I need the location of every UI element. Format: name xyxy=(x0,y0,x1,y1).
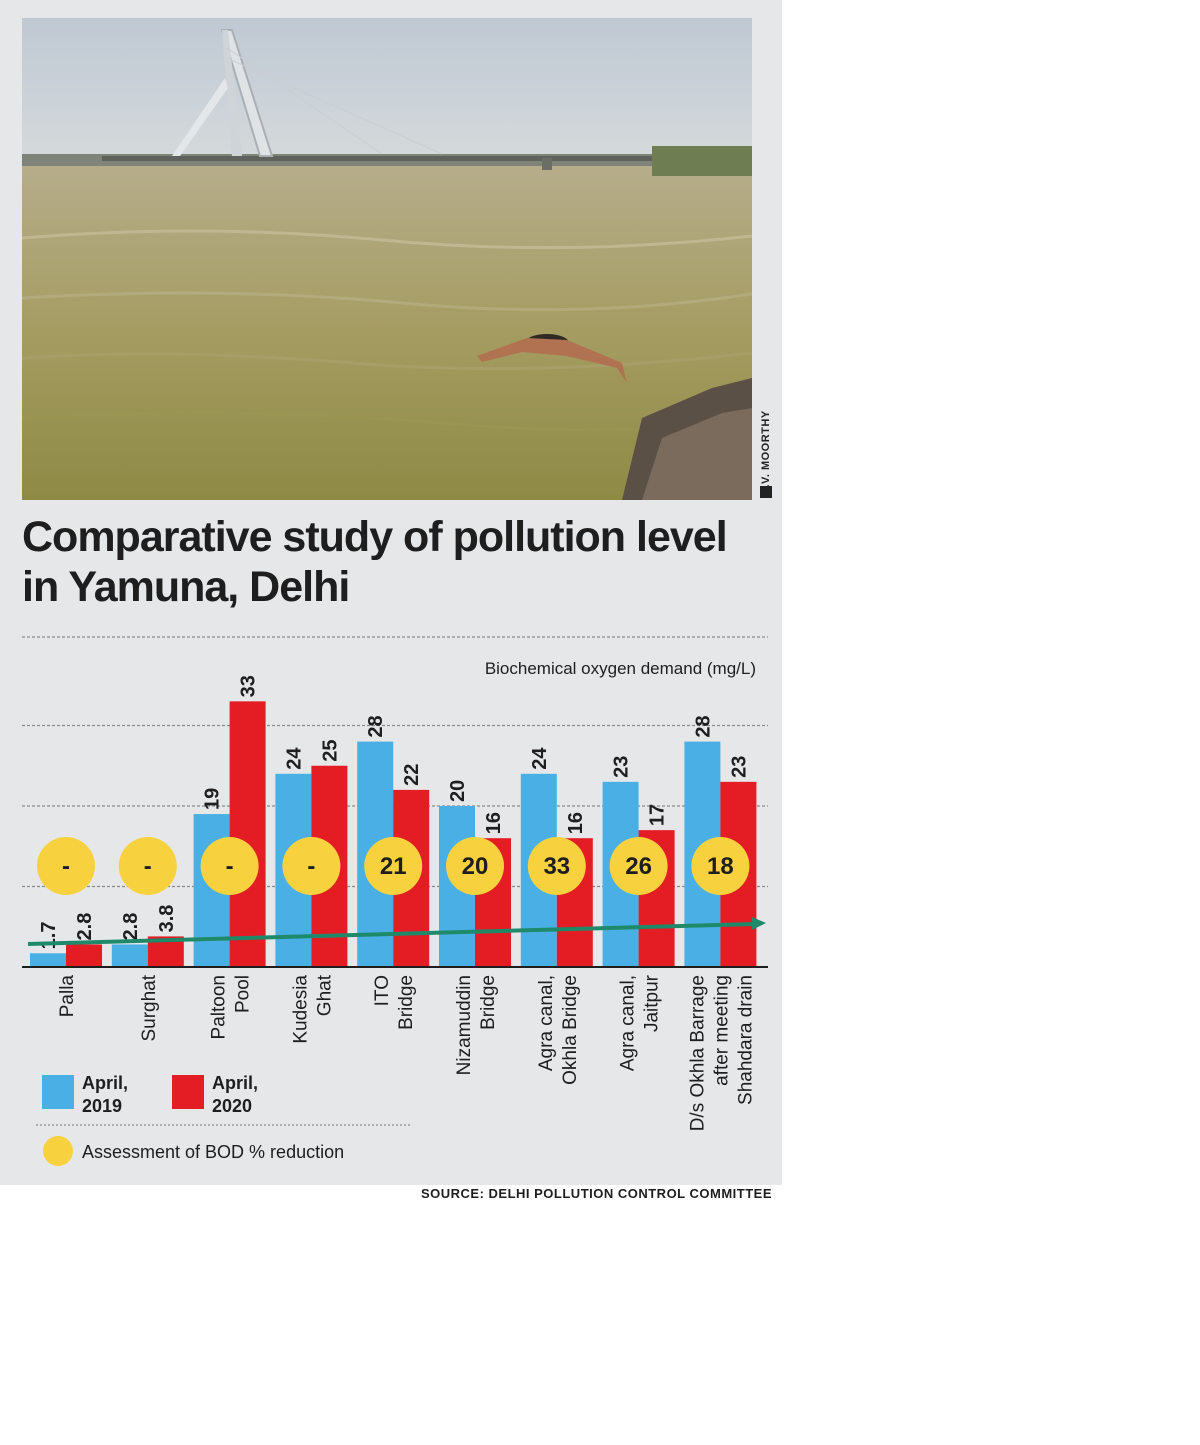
x-axis-labels: Palla Surghat Paltoon Pool Kudesia Ghat ITO Bri… xyxy=(57,974,756,1131)
assessment-bubble xyxy=(364,837,423,895)
bar-2020 xyxy=(229,701,266,967)
bar-value-label: 16 xyxy=(483,812,505,834)
legend-label: April, xyxy=(212,1073,258,1093)
bar-value-label: 33 xyxy=(238,675,260,697)
legend-label: 2019 xyxy=(82,1096,122,1116)
category-label: Kudesia xyxy=(290,975,311,1044)
assessment-value: 33 xyxy=(543,853,570,880)
bar-value-label: 24 xyxy=(529,747,551,770)
assessment-value: - xyxy=(307,853,315,880)
category-label: Agra canal, xyxy=(618,975,639,1071)
bar-value-label: 2.8 xyxy=(74,913,96,941)
bar-value-label: 19 xyxy=(202,788,224,810)
assessment-value: - xyxy=(144,853,152,880)
legend-swatch xyxy=(172,1075,204,1109)
assessment-value: - xyxy=(62,853,70,880)
chart-title: Comparative study of pollution level in … xyxy=(22,513,728,611)
legend: April, 2019 April, 2020 Assessment of BOD % … xyxy=(36,1073,412,1166)
category-label: Paltoon xyxy=(209,975,230,1039)
bar-value-label: 23 xyxy=(611,756,633,778)
category-label: D/s Okhla Barrage xyxy=(687,975,708,1131)
category-label: Surghat xyxy=(139,974,160,1041)
photo-credit-text: R.V. MOORTHY xyxy=(760,410,772,496)
bar-2019 xyxy=(111,944,148,967)
assessment-bubble xyxy=(200,837,259,895)
trend xyxy=(27,917,766,946)
bar-value-label: 28 xyxy=(692,715,714,737)
bar-value-label: 25 xyxy=(319,740,341,762)
assessment-bubble xyxy=(282,837,341,895)
assessment-bubble xyxy=(609,837,668,895)
assessment-value: 20 xyxy=(462,853,489,880)
bar-value-label: 22 xyxy=(401,764,423,786)
assessment-bubble xyxy=(118,837,177,895)
trend-line xyxy=(27,922,756,946)
photo-credit: R.V. MOORTHY xyxy=(756,360,778,500)
category-label: Shahdara drain xyxy=(735,975,756,1105)
bar-2020 xyxy=(66,944,102,967)
category-label: Agra canal, xyxy=(536,975,557,1071)
legend-label: April, xyxy=(82,1073,128,1093)
bar-value-label: 23 xyxy=(728,756,750,778)
category-label: Jaitpur xyxy=(642,974,663,1032)
category-label: Nizamuddin xyxy=(454,975,475,1075)
bod-chart: Biochemical oxygen demand (mg/L) 1.7 2.81… xyxy=(22,636,768,1166)
bar-value-label: 28 xyxy=(365,715,387,737)
category-label: after meeting xyxy=(711,975,732,1086)
legend-bubble xyxy=(43,1136,73,1166)
legend-label: 2020 xyxy=(212,1096,252,1116)
source-note: SOURCE: DELHI POLLUTION CONTROL COMMITTE… xyxy=(420,1186,772,1201)
assessment-value: - xyxy=(226,853,234,880)
bar-value-label: 17 xyxy=(647,804,669,826)
category-label: Palla xyxy=(57,975,78,1018)
assessment-bubble xyxy=(446,837,504,895)
bar-2019 xyxy=(30,953,66,967)
legend-swatch xyxy=(42,1075,74,1109)
assessment-value: 21 xyxy=(380,853,407,880)
category-label: Ghat xyxy=(314,974,335,1016)
river-photo xyxy=(22,18,752,500)
bar-value-label: 2.8 xyxy=(120,913,142,941)
trend-arrow-icon xyxy=(752,917,766,930)
assessment-value: 18 xyxy=(707,853,734,880)
assessment-bubble xyxy=(527,837,586,895)
assessment-value: 26 xyxy=(625,853,652,880)
bar-value-label: 20 xyxy=(447,780,469,802)
credit-marker-icon xyxy=(760,486,772,498)
assessment-bubbles: - - - - 21 20 33 26 18 xyxy=(37,837,750,895)
y-axis-label: Biochemical oxygen demand (mg/L) xyxy=(485,659,756,678)
bar-value-label: 16 xyxy=(565,812,587,834)
category-label: ITO xyxy=(372,975,393,1006)
category-label: Okhla Bridge xyxy=(560,975,581,1085)
assessment-bubble xyxy=(37,837,95,895)
assessment-bubble xyxy=(691,837,750,895)
bar-value-label: 3.8 xyxy=(156,905,178,933)
infographic-panel: R.V. MOORTHY Comparative study of pollut… xyxy=(0,0,782,1185)
category-label: Bridge xyxy=(478,975,499,1030)
category-label: Bridge xyxy=(396,975,417,1030)
legend-assessment-label: Assessment of BOD % reduction xyxy=(82,1142,344,1162)
category-label: Pool xyxy=(233,975,254,1013)
bar-value-label: 24 xyxy=(283,747,305,770)
